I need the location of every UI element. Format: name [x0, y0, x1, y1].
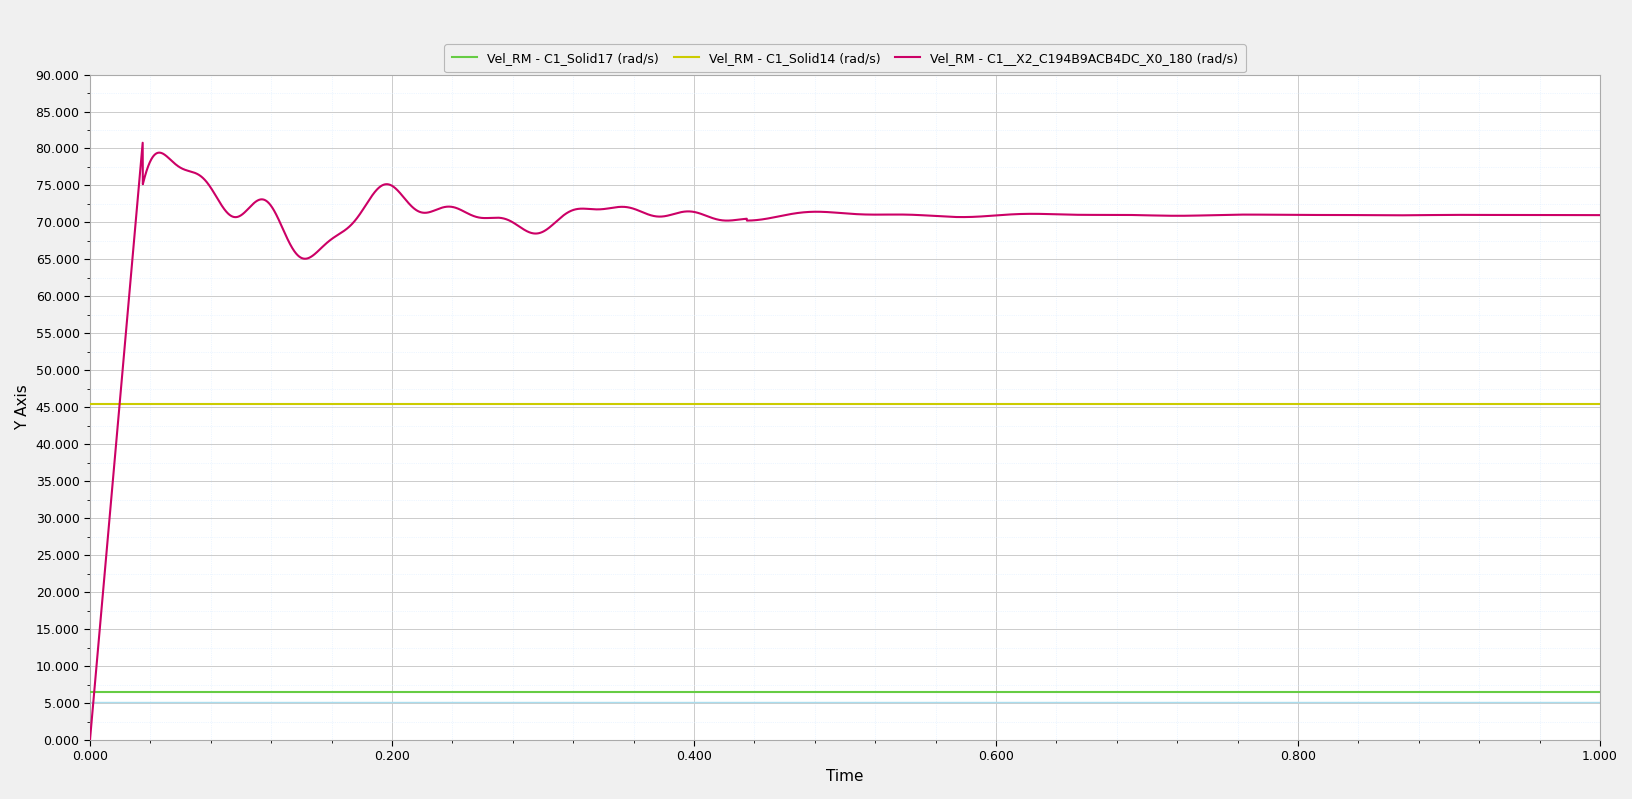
Vel_RM - C1__X2_C194B9ACB4DC_X0_180 (rad/s) — [170, 163, 189, 173]
Vel_RM - C1__X2_C194B9ACB4DC_X0_180 (rad/s) — [80, 735, 100, 745]
Legend: Vel_RM - C1_Solid17 (rad/s), Vel_RM - C1_Solid14 (rad/s), Vel_RM - C1__X2_C194B9: Vel_RM - C1_Solid17 (rad/s), Vel_RM - C1… — [444, 44, 1245, 72]
Vel_RM - C1__X2_C194B9ACB4DC_X0_180 (rad/s) — [1590, 210, 1609, 220]
Vel_RM - C1__X2_C194B9ACB4DC_X0_180 (rad/s) — [375, 180, 395, 189]
X-axis label: Time: Time — [826, 769, 863, 784]
Vel_RM - C1__X2_C194B9ACB4DC_X0_180 (rad/s) — [142, 153, 162, 162]
Vel_RM - C1__X2_C194B9ACB4DC_X0_180 (rad/s) — [132, 138, 152, 148]
Vel_RM - C1__X2_C194B9ACB4DC_X0_180 (rad/s) — [1510, 210, 1529, 220]
Vel_RM - C1__X2_C194B9ACB4DC_X0_180 (rad/s) — [818, 207, 837, 217]
Line: Vel_RM - C1__X2_C194B9ACB4DC_X0_180 (rad/s): Vel_RM - C1__X2_C194B9ACB4DC_X0_180 (rad… — [90, 143, 1599, 740]
Y-axis label: Y Axis: Y Axis — [15, 384, 29, 430]
Vel_RM - C1__X2_C194B9ACB4DC_X0_180 (rad/s) — [86, 658, 106, 668]
